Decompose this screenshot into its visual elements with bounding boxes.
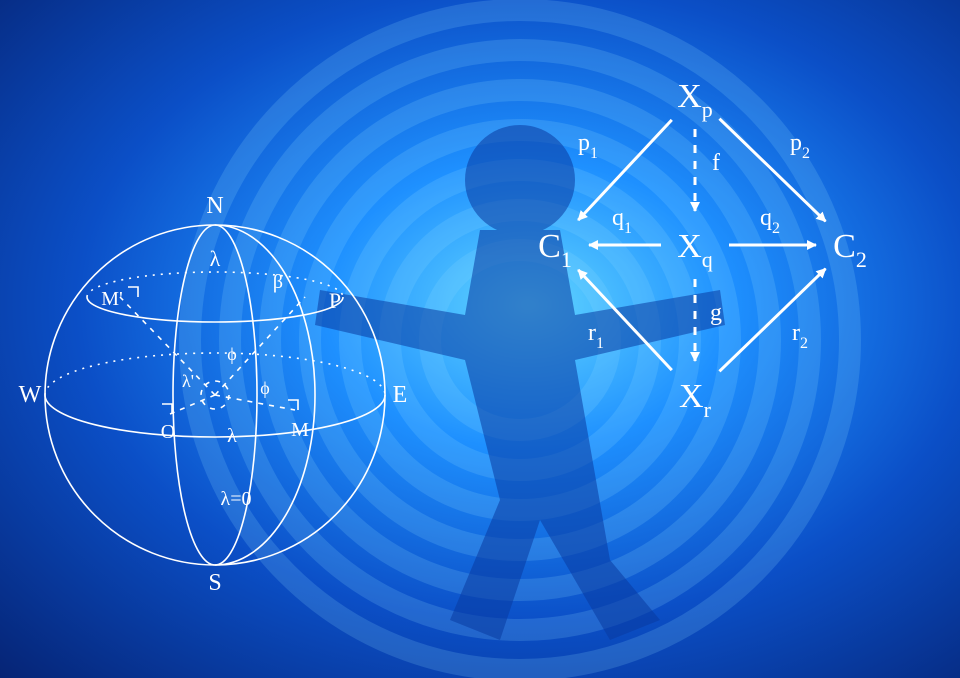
edge-label-Xp-Xq: f [712, 150, 720, 176]
sphere-label-O: O [161, 421, 175, 443]
sphere-label-N: N [206, 193, 223, 219]
sphere-label-lambda_eq0: λ=0 [221, 488, 252, 510]
sphere-label-phi2: ϕ [260, 378, 269, 398]
sphere-label-lambda_bottom: λ [227, 425, 237, 447]
sphere-label-W: W [19, 382, 42, 408]
edge-label-Xq-Xr: g [710, 300, 722, 326]
sphere-label-Mprime: M' [101, 288, 122, 310]
sphere-label-S: S [208, 570, 221, 596]
sphere-label-lambda_top: λ [210, 246, 221, 271]
sphere-label-M: M [291, 419, 309, 441]
diagram-stage: NSWEPMM'Oλβϕϕλ'λλ=0p1p2fq1q2gr1r2XpXqXrC… [0, 0, 960, 678]
sphere-label-beta: β [273, 271, 283, 293]
sphere-label-P: P [329, 288, 341, 313]
sphere-label-E: E [393, 382, 408, 408]
sphere-label-phi1: ϕ [227, 344, 236, 364]
diagram-svg: NSWEPMM'Oλβϕϕλ'λλ=0p1p2fq1q2gr1r2XpXqXrC… [0, 0, 960, 678]
sphere-label-lambdap: λ' [182, 371, 194, 391]
